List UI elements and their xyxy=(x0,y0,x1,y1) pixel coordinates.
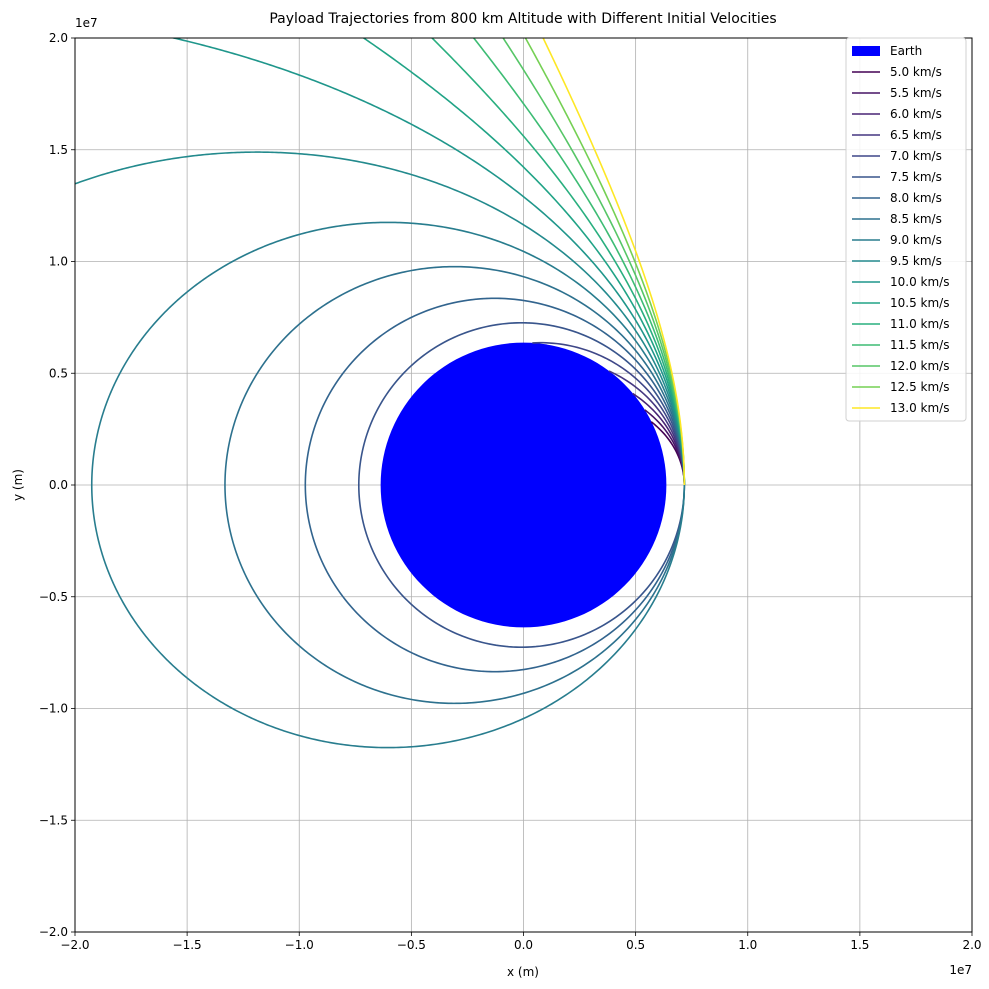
x-offset-text: 1e7 xyxy=(949,963,972,977)
trajectory-line-12-0-kms xyxy=(502,38,686,486)
x-tick-label: −2.0 xyxy=(60,938,89,952)
legend: Earth 5.0 km/s 5.5 km/s 6.0 km/s 6.5 km/s 7.0… xyxy=(845,37,967,422)
legend-label: 11.5 km/s xyxy=(890,338,949,352)
y-tick-label: −2.0 xyxy=(39,925,68,939)
legend-label: 5.0 km/s xyxy=(890,65,942,79)
chart-title: Payload Trajectories from 800 km Altitud… xyxy=(269,11,776,27)
legend-label: 6.0 km/s xyxy=(890,107,942,121)
legend-label: 5.5 km/s xyxy=(890,86,942,100)
trajectory-line-12-5-kms xyxy=(524,38,686,486)
trajectory-line-8-5-kms xyxy=(224,265,686,705)
legend-label: 10.0 km/s xyxy=(890,275,949,289)
y-tick-label: −1.0 xyxy=(39,702,68,716)
y-tick-label: 2.0 xyxy=(49,31,68,45)
legend-label: 11.0 km/s xyxy=(890,317,949,331)
legend-label: 8.0 km/s xyxy=(890,191,942,205)
axis-ticks: −2.0 −1.5 −1.0 −0.5 0.0 0.5 1.0 1.5 2.0 −2.0 −1.5 −… xyxy=(39,31,982,952)
trajectory-line-10-0-kms xyxy=(170,38,686,486)
trajectory-line-10-5-kms xyxy=(362,38,686,486)
y-tick-label: −0.5 xyxy=(39,590,68,604)
trajectory-line-11-5-kms xyxy=(472,38,686,486)
legend-label: 12.0 km/s xyxy=(890,359,949,373)
legend-label: 7.0 km/s xyxy=(890,149,942,163)
legend-frame xyxy=(845,37,967,422)
y-tick-label: 1.0 xyxy=(49,255,68,269)
x-tick-label: −0.5 xyxy=(397,938,426,952)
legend-label: 7.5 km/s xyxy=(890,170,942,184)
trajectory-line-11-0-kms xyxy=(430,38,686,486)
legend-label: 8.5 km/s xyxy=(890,212,942,226)
y-tick-label: 1.5 xyxy=(49,143,68,157)
trajectory-line-13-0-kms xyxy=(542,38,686,486)
x-tick-label: 2.0 xyxy=(962,938,981,952)
x-tick-label: −1.5 xyxy=(173,938,202,952)
trajectory-line-9-0-kms xyxy=(90,221,686,749)
x-tick-label: 1.0 xyxy=(738,938,757,952)
y-axis-label: y (m) xyxy=(11,469,25,501)
legend-label: 9.0 km/s xyxy=(890,233,942,247)
legend-label: 6.5 km/s xyxy=(890,128,942,142)
x-tick-label: 0.5 xyxy=(626,938,645,952)
y-tick-label: −1.5 xyxy=(39,813,68,827)
plot-content xyxy=(75,38,686,749)
x-tick-label: 0.0 xyxy=(514,938,533,952)
y-tick-label: 0.5 xyxy=(49,366,68,380)
legend-earth-swatch xyxy=(852,46,880,56)
earth-disk xyxy=(380,342,667,628)
trajectory-line-9-5-kms xyxy=(75,151,686,486)
legend-earth-label: Earth xyxy=(890,44,922,58)
legend-label: 9.5 km/s xyxy=(890,254,942,268)
legend-label: 13.0 km/s xyxy=(890,401,949,415)
y-offset-text: 1e7 xyxy=(75,16,98,30)
x-axis-label: x (m) xyxy=(507,965,539,979)
x-tick-label: 1.5 xyxy=(850,938,869,952)
trajectory-line-8-0-kms xyxy=(304,297,686,673)
legend-label: 12.5 km/s xyxy=(890,380,949,394)
y-tick-label: 0.0 xyxy=(49,478,68,492)
x-tick-label: −1.0 xyxy=(285,938,314,952)
trajectory-line-7-5-kms xyxy=(357,321,686,649)
legend-label: 10.5 km/s xyxy=(890,296,949,310)
